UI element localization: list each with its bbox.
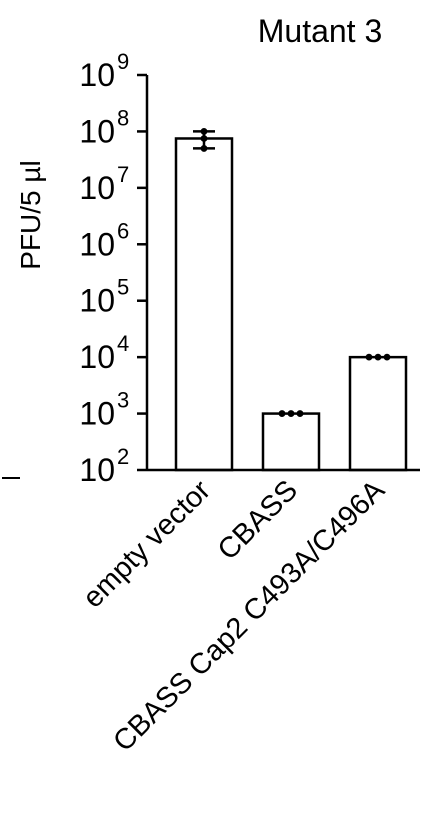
y-tick-exponent-0: 2 bbox=[117, 444, 129, 469]
y-tick-label-4: 10 bbox=[79, 226, 115, 262]
y-tick-exponent-2: 4 bbox=[117, 331, 129, 356]
y-tick-label-0: 10 bbox=[79, 452, 115, 488]
y-tick-label-6: 10 bbox=[79, 113, 115, 149]
data-point-0-2 bbox=[200, 145, 208, 152]
y-tick-exponent-3: 5 bbox=[117, 275, 129, 300]
bar-0 bbox=[174, 137, 234, 472]
bars bbox=[174, 137, 408, 472]
data-point-1-2 bbox=[296, 410, 304, 417]
data-point-1-1 bbox=[287, 410, 295, 417]
data-points bbox=[200, 128, 391, 417]
x-tick-label-0: empty vector bbox=[77, 474, 217, 614]
data-point-2-1 bbox=[374, 353, 382, 361]
y-tick-label-2: 10 bbox=[79, 339, 115, 375]
y-axis-label: PFU/5 µl bbox=[15, 160, 46, 269]
y-tick-exponent-7: 9 bbox=[117, 49, 129, 74]
data-point-0-1 bbox=[200, 135, 208, 142]
bar-2 bbox=[348, 355, 408, 472]
bar-1 bbox=[261, 412, 321, 472]
y-tick-label-5: 10 bbox=[79, 170, 115, 206]
y-tick-label-7: 10 bbox=[79, 57, 115, 93]
y-tick-label-1: 10 bbox=[79, 396, 115, 432]
y-tick-exponent-4: 6 bbox=[117, 218, 129, 243]
y-tick-exponent-1: 3 bbox=[117, 388, 129, 413]
y-tick-exponent-5: 7 bbox=[117, 162, 129, 187]
data-point-2-0 bbox=[365, 353, 373, 361]
y-tick-label-3: 10 bbox=[79, 283, 115, 319]
chart-title: Mutant 3 bbox=[258, 13, 383, 49]
data-point-2-2 bbox=[383, 353, 391, 361]
y-tick-exponent-6: 8 bbox=[117, 105, 129, 130]
data-point-0-0 bbox=[200, 128, 208, 135]
data-point-1-0 bbox=[278, 410, 286, 417]
